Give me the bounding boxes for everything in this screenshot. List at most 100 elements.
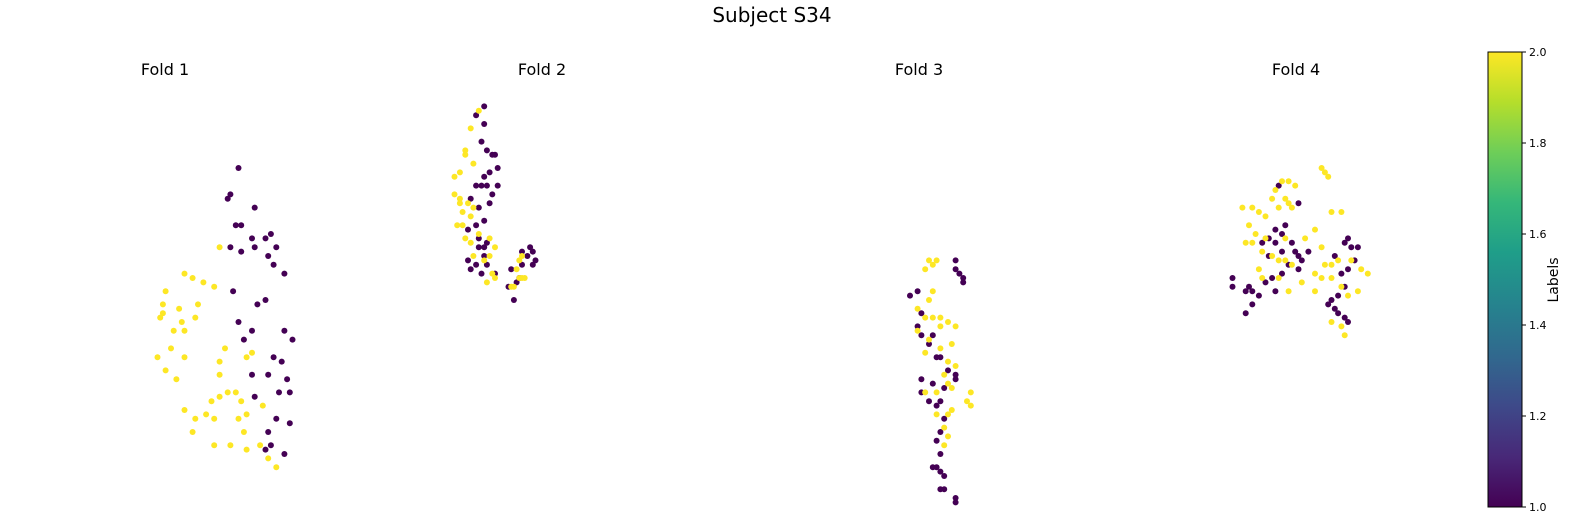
colorbar-tick-label: 1.4	[1529, 319, 1547, 332]
scatter-point-label-2	[1275, 275, 1282, 281]
scatter-point-label-1	[1292, 248, 1299, 255]
scatter-point-label-2	[941, 442, 948, 449]
scatter-point-label-2	[178, 319, 185, 325]
scatter-point-label-2	[189, 275, 196, 281]
scatter-point-label-2	[952, 323, 959, 330]
scatter-point-label-2	[492, 244, 498, 251]
scatter-point-label-2	[948, 341, 955, 347]
scatter-point-label-2	[914, 327, 921, 334]
scatter-point-label-2	[510, 283, 517, 290]
scatter-point-label-2	[1285, 200, 1292, 207]
scatter-point-label-1	[1272, 226, 1279, 233]
scatter-point-label-2	[162, 288, 169, 295]
scatter-point-label-2	[492, 275, 498, 281]
scatter-point-label-2	[937, 323, 944, 330]
scatter-point-label-1	[918, 310, 925, 317]
scatter-point-label-2	[162, 367, 169, 374]
scatter-point-label-1	[265, 429, 272, 435]
colorbar-tick-label: 1.6	[1529, 228, 1547, 241]
scatter-point-label-2	[929, 261, 936, 268]
scatter-point-label-1	[529, 248, 536, 255]
panel-fold-4: Fold 4	[1229, 60, 1371, 339]
scatter-point-label-2	[243, 446, 250, 453]
scatter-point-label-2	[257, 442, 264, 449]
scatter-point-label-1	[475, 244, 482, 251]
scatter-point-label-2	[154, 354, 161, 361]
scatter-point-label-2	[1302, 235, 1309, 242]
scatter-point-label-2	[465, 200, 471, 207]
scatter-point-label-1	[251, 393, 258, 400]
scatter-point-label-2	[948, 385, 955, 391]
scatter-point-label-1	[281, 270, 288, 277]
scatter-point-label-1	[235, 165, 242, 171]
scatter-point-label-2	[240, 429, 247, 435]
scatter-point-label-2	[1338, 209, 1345, 215]
scatter-point-label-2	[216, 371, 223, 378]
scatter-point-label-2	[181, 270, 188, 277]
scatter-point-label-2	[467, 125, 474, 132]
scatter-point-label-2	[200, 279, 207, 286]
scatter-point-label-1	[952, 257, 959, 264]
scatter-point-label-1	[270, 354, 277, 361]
scatter-point-label-2	[192, 415, 199, 422]
scatter-point-label-2	[1321, 261, 1328, 268]
scatter-point-label-1	[483, 147, 490, 154]
scatter-point-label-2	[259, 402, 266, 409]
scatter-point-label-2	[1325, 173, 1332, 180]
scatter-point-label-1	[483, 239, 490, 246]
scatter-point-label-2	[1255, 266, 1262, 273]
scatter-point-label-1	[532, 257, 539, 264]
scatter-point-label-1	[289, 336, 296, 343]
scatter-point-label-1	[1229, 275, 1236, 281]
scatter-point-label-1	[1295, 253, 1302, 259]
scatter-point-label-2	[1318, 244, 1325, 251]
scatter-point-label-2	[1364, 270, 1371, 277]
scatter-point-label-1	[1348, 244, 1355, 251]
scatter-point-label-1	[1338, 270, 1345, 277]
scatter-point-label-1	[1288, 239, 1295, 246]
scatter-point-label-2	[516, 257, 523, 264]
scatter-point-label-1	[1249, 288, 1256, 295]
scatter-point-label-1	[286, 389, 293, 396]
scatter-point-label-2	[475, 107, 482, 114]
scatter-point-label-2	[1259, 275, 1266, 281]
scatter-point-label-2	[929, 314, 936, 321]
scatter-point-label-1	[1295, 200, 1302, 207]
scatter-point-label-2	[1242, 239, 1249, 246]
scatter-point-label-1	[918, 332, 925, 339]
scatter-point-label-2	[964, 398, 970, 405]
scatter-point-label-2	[926, 257, 932, 264]
scatter-point-label-2	[203, 411, 210, 418]
scatter-point-label-2	[945, 358, 951, 365]
scatter-point-label-2	[922, 314, 929, 321]
scatter-point-label-1	[1229, 283, 1236, 290]
scatter-point-label-1	[249, 371, 255, 378]
scatter-point-label-2	[462, 235, 469, 242]
scatter-point-label-2	[933, 411, 940, 418]
scatter-point-label-1	[1259, 239, 1266, 246]
scatter-point-label-1	[262, 297, 269, 303]
scatter-point-label-2	[521, 275, 528, 281]
scatter-point-label-1	[494, 165, 501, 171]
scatter-point-label-1	[481, 217, 488, 224]
scatter-point-label-2	[1328, 319, 1335, 325]
figure-title: Subject S34	[712, 3, 831, 27]
scatter-point-label-1	[481, 121, 488, 127]
scatter-point-label-2	[168, 345, 174, 352]
scatter-point-label-2	[1285, 178, 1292, 185]
scatter-point-label-1	[254, 301, 261, 308]
scatter-point-label-1	[918, 376, 925, 383]
scatter-points-fold-1	[154, 165, 296, 471]
scatter-point-label-1	[284, 376, 291, 383]
scatter-point-label-2	[208, 398, 215, 405]
scatter-point-label-1	[1345, 319, 1351, 325]
scatter-point-label-1	[478, 138, 485, 145]
scatter-point-label-1	[481, 244, 488, 251]
scatter-point-label-2	[945, 319, 951, 325]
scatter-point-label-1	[952, 371, 959, 378]
scatter-point-label-1	[473, 222, 480, 229]
scatter-point-label-2	[1288, 261, 1295, 268]
scatter-point-label-2	[467, 213, 474, 220]
scatter-point-label-1	[513, 279, 520, 286]
scatter-point-label-1	[473, 182, 480, 189]
